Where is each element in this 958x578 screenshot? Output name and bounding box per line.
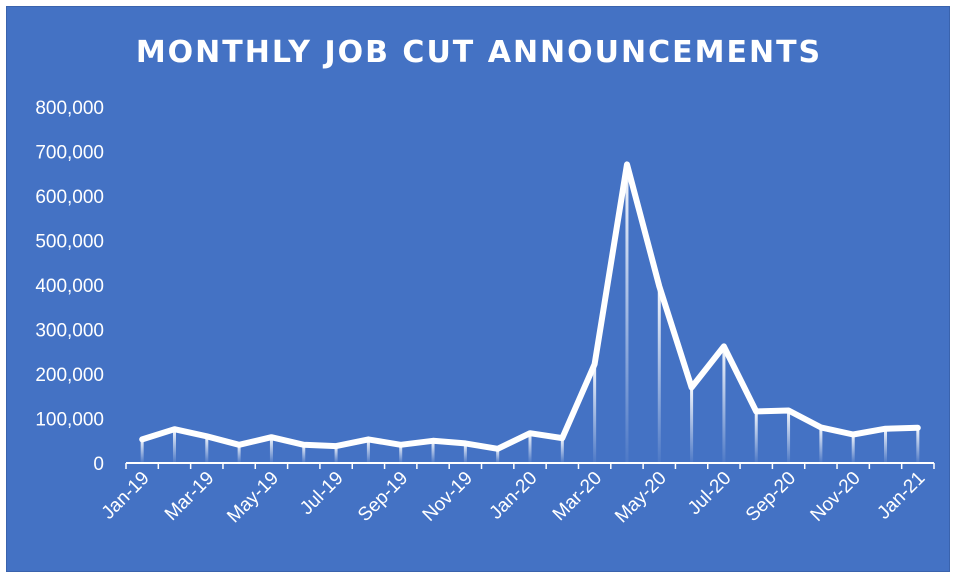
x-tick-label: Mar-20 <box>549 468 606 525</box>
drop-line <box>884 428 888 463</box>
series-line <box>139 161 921 452</box>
y-tick-label: 700,000 <box>35 143 104 164</box>
series-line-path <box>139 161 921 452</box>
x-axis: Jan-19 Mar-19 May-19 Jul-19 Sep-19 Nov-19 Jan-… <box>98 462 935 528</box>
x-tick-label: Jan-20 <box>486 468 542 524</box>
y-tick-label: 400,000 <box>35 276 104 297</box>
drop-line <box>916 427 920 463</box>
y-tick-label: 800,000 <box>35 98 104 119</box>
y-tick-label: 100,000 <box>35 410 104 431</box>
drop-line <box>205 436 209 463</box>
y-tick-label: 600,000 <box>35 187 104 208</box>
drop-line <box>593 364 597 463</box>
x-tick-label: May-20 <box>611 468 671 528</box>
drop-line <box>625 164 629 463</box>
x-tick-label: Sep-20 <box>742 468 800 526</box>
drop-line <box>690 387 694 463</box>
x-tick-label: Nov-19 <box>419 468 477 526</box>
drop-line <box>269 437 273 463</box>
y-axis: 0 100,000 200,000 300,000 400,000 500,000 600,… <box>35 98 104 475</box>
x-tick-label: Jan-19 <box>98 468 154 524</box>
drop-lines <box>140 164 920 463</box>
chart-area: MONTHLY JOB CUT ANNOUNCEMENTS <box>6 6 950 572</box>
drop-line <box>787 410 791 463</box>
drop-line <box>172 429 176 463</box>
drop-line <box>722 346 726 463</box>
drop-line <box>237 444 241 463</box>
chart-title: MONTHLY JOB CUT ANNOUNCEMENTS <box>135 35 823 70</box>
drop-line <box>657 286 661 463</box>
x-tick-label: Jul-20 <box>684 468 735 519</box>
drop-line <box>754 411 758 463</box>
x-tick-label: Nov-20 <box>807 468 865 526</box>
drop-line <box>851 434 855 463</box>
drop-line <box>560 438 564 463</box>
y-tick-label: 500,000 <box>35 232 104 253</box>
drop-line <box>334 446 338 463</box>
x-tick-label: May-19 <box>223 468 283 528</box>
drop-line <box>302 444 306 463</box>
drop-line <box>431 440 435 463</box>
y-tick-label: 0 <box>93 454 104 475</box>
y-tick-label: 200,000 <box>35 365 104 386</box>
drop-line <box>399 444 403 463</box>
drop-line <box>140 439 144 463</box>
drop-line <box>463 443 467 463</box>
x-tick-label: Jan-21 <box>873 468 929 524</box>
drop-line <box>819 427 823 463</box>
drop-line <box>528 433 532 463</box>
x-tick-label: Sep-19 <box>354 468 412 526</box>
drop-line <box>496 448 500 463</box>
x-tick-label: Jul-19 <box>296 468 347 519</box>
drop-line <box>366 439 370 463</box>
y-tick-label: 300,000 <box>35 321 104 342</box>
x-tick-label: Mar-19 <box>161 468 218 525</box>
